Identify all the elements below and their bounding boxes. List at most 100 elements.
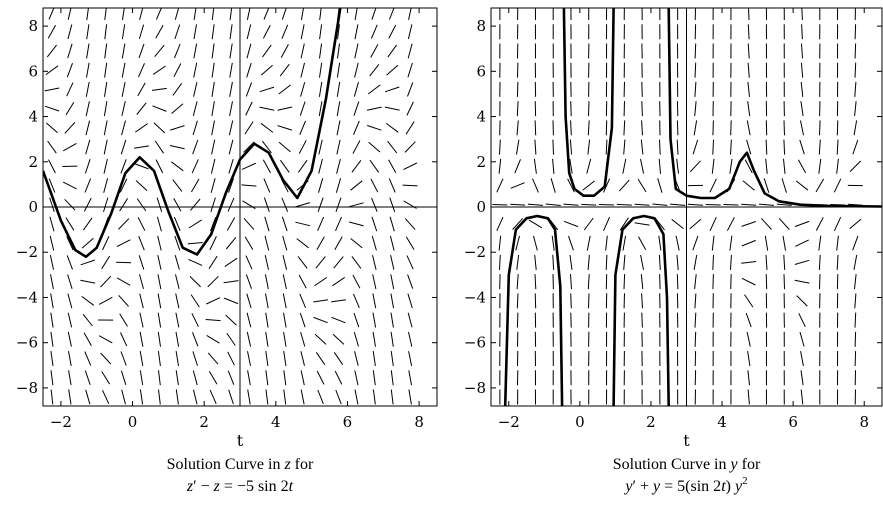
slope-mark [67, 8, 72, 20]
slope-mark [172, 179, 183, 192]
slope-mark [836, 254, 839, 270]
slope-mark [533, 235, 538, 251]
slope-mark [498, 158, 502, 174]
slope-mark [209, 389, 217, 405]
solution-curves [503, 8, 882, 406]
equation-lhs2: y [651, 478, 661, 495]
slope-mark [243, 217, 255, 230]
slope-mark [120, 332, 128, 347]
slope-mark [283, 351, 287, 366]
slope-mark [316, 236, 325, 250]
equation-var: t [289, 478, 294, 495]
slope-mark [730, 274, 732, 290]
slope-mark [533, 158, 537, 174]
slope-mark [103, 101, 108, 117]
slope-mark [385, 122, 399, 133]
slope-mark [241, 184, 257, 187]
y-tick-label: −6 [464, 334, 486, 352]
slope-mark [711, 235, 715, 251]
slope-mark [498, 235, 502, 251]
slope-mark [295, 221, 311, 227]
slope-mark [659, 274, 661, 290]
slope-mark [227, 370, 235, 385]
slope-mark [172, 83, 183, 96]
slope-mark [818, 139, 821, 155]
slope-mark [563, 220, 579, 228]
slope-mark [67, 43, 73, 59]
slope-mark [587, 274, 590, 290]
equation-var: t [721, 478, 726, 495]
slope-mark [800, 101, 804, 117]
slope-mark [390, 331, 394, 347]
slope-mark [211, 24, 215, 40]
slope-mark [120, 351, 127, 366]
slope-mark [65, 217, 75, 231]
slope-mark [658, 235, 662, 251]
slope-mark [408, 351, 413, 366]
slope-mark [534, 274, 537, 290]
slope-mark [349, 202, 364, 208]
slope-mark [836, 158, 839, 174]
slope-mark [317, 197, 324, 212]
slope-mark [104, 8, 107, 21]
slope-mark [567, 178, 575, 193]
slope-mark [139, 8, 144, 20]
equation: z′ − z = −5 sin 2t [186, 478, 294, 495]
slope-mark [783, 254, 786, 270]
slope-mark [279, 159, 290, 173]
slope-mark [259, 86, 275, 93]
slope-mark [407, 82, 414, 97]
slope-mark [747, 62, 750, 78]
slope-mark [120, 370, 127, 386]
slope-mark [689, 160, 701, 173]
slope-mark [335, 389, 342, 405]
slope-mark [516, 254, 520, 270]
slope-mark [263, 197, 270, 212]
slope-mark [193, 62, 198, 78]
slope-mark [67, 274, 73, 289]
slope-mark [836, 120, 839, 136]
slope-mark [139, 293, 144, 309]
slope-mark [641, 81, 643, 97]
slope-mark [598, 204, 615, 206]
slope-mark [745, 312, 752, 328]
slope-mark [101, 255, 111, 270]
slope-mark [245, 255, 253, 270]
slope-mark [66, 82, 74, 97]
slope-mark [193, 24, 197, 40]
slope-mark [264, 216, 270, 232]
slope-mark [588, 101, 590, 117]
slope-mark [173, 197, 182, 212]
slope-mark [64, 198, 76, 211]
slope-mark [496, 178, 504, 193]
slope-mark [587, 254, 590, 270]
slope-mark [80, 279, 96, 284]
slope-mark [776, 203, 792, 206]
slope-mark [277, 125, 293, 131]
slope-mark [300, 370, 305, 386]
slope-mark [741, 221, 756, 227]
slope-mark [652, 203, 668, 206]
slope-mark [552, 139, 554, 155]
slope-mark [265, 331, 269, 347]
slope-mark [492, 204, 508, 206]
slope-mark [265, 389, 269, 405]
slope-mark [135, 123, 148, 133]
slope-mark [319, 24, 323, 40]
slope-mark [98, 296, 113, 305]
slope-mark [741, 261, 757, 264]
slope-mark [405, 236, 415, 250]
slope-mark [50, 351, 54, 366]
slope-mark [516, 274, 519, 290]
slope-mark [66, 255, 73, 270]
slope-mark [616, 203, 632, 206]
slope-mark [319, 43, 323, 59]
slope-mark [783, 158, 786, 174]
slope-mark [744, 159, 753, 174]
slope-mark [174, 8, 180, 20]
slope-mark [408, 370, 412, 386]
equation-op1: + [636, 478, 653, 495]
slope-mark [712, 274, 714, 290]
slope-mark [154, 140, 165, 154]
y-tick-label: 8 [476, 17, 486, 35]
